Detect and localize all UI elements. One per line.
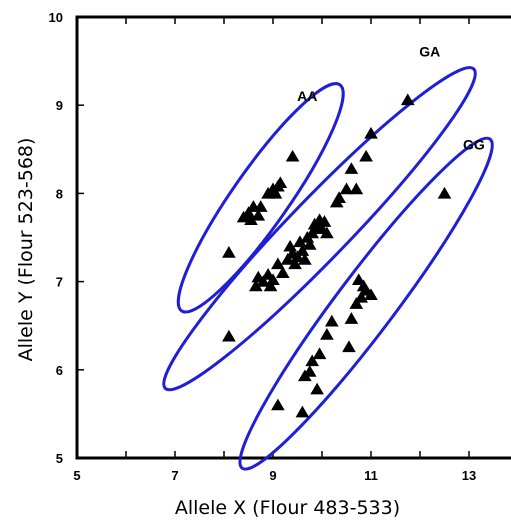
data-point (344, 162, 359, 174)
cluster-label-gg: GG (463, 136, 485, 152)
data-point (364, 288, 378, 301)
cluster-outline-ga (162, 66, 477, 392)
data-point (288, 257, 302, 270)
cluster-outline-aa (176, 82, 345, 314)
cluster-aa: AA (176, 82, 345, 314)
data-point (305, 354, 320, 367)
data-point (359, 149, 373, 162)
data-point (271, 398, 285, 411)
y-axis-title: Allele Y (Flour 523-568) (15, 138, 37, 362)
x-tick-label: 13 (462, 468, 476, 483)
data-point (249, 279, 263, 292)
y-tick-label: 9 (56, 98, 63, 113)
x-tick-label: 5 (73, 468, 80, 483)
data-point (298, 253, 312, 265)
cluster-label-ga: GA (419, 44, 440, 60)
data-point (263, 279, 278, 292)
data-point (244, 213, 258, 226)
data-point (293, 235, 307, 248)
y-tick-label: 5 (56, 451, 63, 466)
data-point (437, 186, 452, 199)
data-point (349, 182, 364, 195)
data-point (342, 340, 356, 353)
data-point (295, 244, 310, 256)
data-point (290, 250, 305, 263)
data-point (253, 200, 268, 212)
data-point (222, 245, 236, 258)
data-point (400, 93, 415, 106)
data-point (349, 297, 364, 309)
data-point (320, 328, 334, 340)
data-point (302, 365, 317, 377)
data-point (302, 238, 317, 250)
data-point (324, 314, 339, 327)
x-tick-label: 9 (269, 468, 276, 483)
data-point (222, 329, 236, 342)
y-tick-label: 6 (56, 363, 63, 378)
data-point (268, 186, 283, 199)
plot-frame (75, 15, 511, 460)
data-point (317, 215, 332, 227)
data-point (344, 312, 359, 324)
x-tick-label: 11 (364, 468, 378, 483)
y-tick-label: 8 (56, 186, 63, 201)
data-point (256, 275, 271, 287)
data-point (275, 266, 290, 278)
data-point (320, 226, 334, 239)
x-axis-title: Allele X (Flour 483-533) (175, 497, 400, 519)
data-point (285, 149, 300, 162)
data-point (251, 208, 266, 221)
cluster-outline-gg (238, 136, 494, 471)
cluster-label-aa: AA (297, 88, 317, 104)
data-point (266, 273, 280, 286)
data-point (364, 126, 378, 139)
data-point (310, 382, 324, 395)
data-point (312, 347, 327, 360)
x-tick-label: 7 (171, 468, 178, 483)
data-point (339, 182, 354, 195)
data-point (295, 405, 310, 418)
cluster-ga: GA (162, 44, 477, 392)
y-tick-label: 7 (56, 275, 63, 290)
data-point (271, 257, 285, 270)
y-tick-label: 10 (49, 10, 63, 25)
data-point (332, 191, 346, 204)
cluster-gg: GG (238, 136, 494, 471)
data-point (273, 176, 288, 189)
